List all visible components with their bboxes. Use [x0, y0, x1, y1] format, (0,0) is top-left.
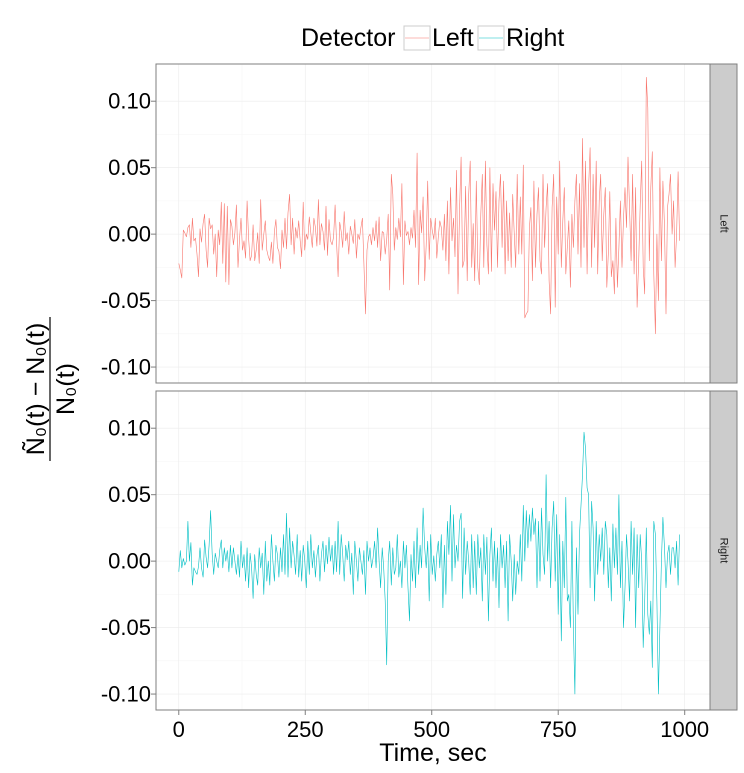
y-axis-title-denominator: N₀(t) [52, 363, 80, 415]
panel-background [156, 391, 710, 710]
legend-label-right: Right [506, 24, 564, 52]
y-axis-title-numerator: Ñ₀(t) − N₀(t) [21, 323, 50, 456]
panel-left: Left 0.10 0.05 0.00 -0.05 -0.10 [101, 63, 738, 384]
y-tick-label: 0.05 [108, 155, 151, 180]
y-tick-label: 0.00 [108, 222, 151, 247]
y-tick-label: -0.10 [101, 682, 151, 707]
y-tick-label: -0.10 [101, 355, 151, 380]
x-tick-label: 1000 [660, 717, 709, 742]
legend-label-left: Left [432, 24, 474, 52]
panel-right: Right 0.10 0.05 0.00 -0.05 -0.10 [101, 390, 738, 711]
series-line-left [178, 77, 680, 335]
x-tick-label: 750 [540, 717, 577, 742]
x-tick-label: 250 [287, 717, 324, 742]
y-tick-label: 0.00 [108, 549, 151, 574]
y-tick-label: 0.05 [108, 482, 151, 507]
x-tick-label: 0 [173, 717, 185, 742]
x-axis-title: Time, sec [379, 739, 486, 767]
y-tick-label: -0.05 [101, 288, 151, 313]
y-tick-label: -0.05 [101, 615, 151, 640]
legend-title: Detector [301, 24, 395, 52]
facet-strip-left [709, 63, 738, 384]
legend: Detector Left Right [301, 24, 564, 52]
series-line-right [178, 431, 680, 695]
y-tick-label: 0.10 [108, 89, 151, 114]
y-axis-title: Ñ₀(t) − N₀(t) N₀(t) [21, 317, 80, 461]
x-tick-label: 500 [413, 717, 450, 742]
y-tick-label: 0.10 [108, 416, 151, 441]
panel-background [156, 64, 710, 383]
facet-strip-label-right: Right [718, 538, 730, 564]
facet-strip-label-left: Left [718, 214, 730, 232]
x-axis-ticks: 0 250 500 750 1000 [173, 710, 709, 742]
facet-strip-right [709, 390, 738, 711]
